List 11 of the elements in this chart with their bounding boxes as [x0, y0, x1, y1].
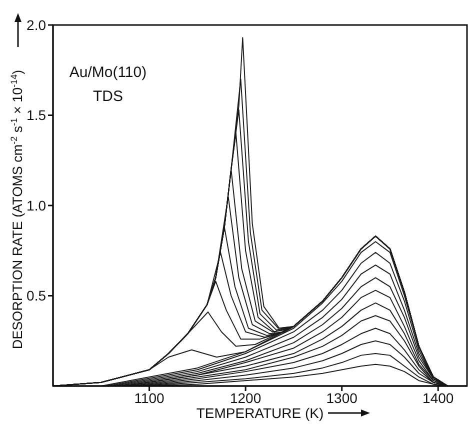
- x-tick-label: 1300: [326, 390, 358, 406]
- annotation: Au/Mo(110): [69, 64, 147, 81]
- x-tick-label: 1400: [422, 390, 454, 406]
- annotation: TDS: [93, 88, 123, 105]
- y-tick-label: 1.5: [26, 107, 46, 124]
- y-tick-label: 1.0: [26, 197, 46, 214]
- x-tick-label: 1200: [230, 390, 262, 406]
- x-axis-title: TEMPERATURE (K): [196, 405, 324, 421]
- x-tick-label: 1100: [134, 390, 165, 406]
- y-tick-label: 0.5: [26, 288, 46, 304]
- y-tick-label: 2.0: [26, 16, 46, 33]
